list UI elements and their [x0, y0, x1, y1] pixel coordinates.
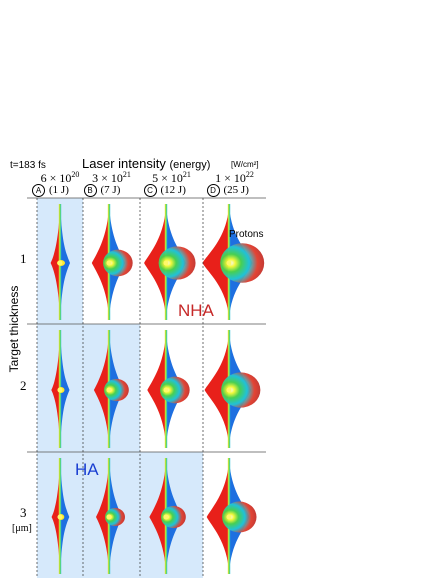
red-ion-lobe — [144, 204, 166, 320]
proton-plume — [221, 372, 261, 408]
panel-r3-c3 — [149, 458, 186, 574]
row-label-3: 3 — [20, 505, 27, 520]
proton-plume — [158, 246, 196, 280]
intensity-mantissa: 6 — [40, 171, 47, 185]
ha-label: HA — [75, 460, 99, 479]
proton-plume — [104, 378, 129, 402]
column-energy-value: (1 J) — [49, 184, 69, 197]
hot-spot — [163, 387, 169, 393]
panel-r1-c4 — [202, 204, 265, 320]
intensity-times: × 10 — [46, 171, 72, 185]
unit-label: [W/cm²] — [231, 160, 259, 169]
panel-r1-c2 — [91, 204, 133, 320]
hot-spot — [106, 260, 112, 266]
hot-spot — [163, 514, 169, 520]
panel-r2-c1 — [51, 330, 70, 448]
hot-spot — [106, 387, 112, 393]
title-paren: (energy) — [169, 159, 211, 171]
panel-r1-c3 — [144, 204, 196, 320]
red-ion-lobe — [51, 458, 60, 574]
hot-spot — [57, 514, 63, 520]
proton-plume — [103, 249, 133, 277]
red-ion-lobe — [202, 204, 229, 320]
hot-spot — [226, 514, 232, 520]
row-label-1: 1 — [20, 251, 27, 266]
red-ion-lobe — [93, 330, 109, 448]
intensity-times: × 10 — [158, 171, 183, 185]
title-main: Laser intensity — [82, 156, 166, 171]
column-energy-a: A (1 J) — [32, 184, 92, 197]
proton-plume — [222, 501, 257, 533]
column-intensity-a: 6 × 1020 — [32, 170, 88, 186]
column-energy-value: (12 J) — [160, 184, 186, 197]
intensity-exponent: 22 — [245, 170, 254, 179]
red-ion-lobe — [204, 330, 229, 448]
panel-r1-c1 — [50, 204, 70, 320]
red-ion-lobe — [51, 330, 60, 448]
hot-spot — [226, 387, 232, 393]
proton-plume — [160, 376, 190, 404]
column-letter-circle: C — [143, 184, 157, 197]
red-ion-lobe — [50, 204, 60, 320]
red-ion-lobe — [149, 458, 166, 574]
intensity-times: × 10 — [221, 171, 246, 185]
panel-r2-c2 — [93, 330, 129, 448]
red-ion-lobe — [206, 458, 229, 574]
time-label: t=183 fs — [10, 160, 46, 171]
intensity-mantissa: 1 — [215, 171, 222, 185]
proton-plume — [105, 508, 125, 526]
red-ion-lobe — [96, 458, 109, 574]
panel-r3-c2 — [96, 458, 125, 574]
column-intensity-b: 3 × 1021 — [84, 170, 140, 186]
column-energy-d: D (25 J) — [206, 184, 267, 197]
intensity-exponent: 20 — [71, 170, 80, 179]
panel-r3-c1 — [51, 458, 70, 574]
intensity-times: × 10 — [98, 171, 123, 185]
hot-spot — [57, 260, 63, 266]
hot-spot — [57, 387, 63, 393]
intensity-exponent: 21 — [122, 170, 131, 179]
red-ion-lobe — [91, 204, 109, 320]
hot-spot — [163, 260, 169, 266]
column-intensity-c: 5 × 1021 — [144, 170, 200, 186]
chart-title: Laser intensity (energy) — [82, 156, 210, 171]
column-letter-circle: D — [206, 184, 220, 197]
column-letter-circle: B — [83, 184, 97, 197]
nha-label: NHA — [178, 301, 214, 320]
hot-spot — [226, 260, 232, 266]
column-intensity-d: 1 × 1022 — [207, 170, 263, 186]
intensity-mantissa: 5 — [152, 171, 159, 185]
column-energy-value: (25 J) — [223, 184, 249, 197]
blue-ion-lobe — [60, 330, 70, 448]
intensity-exponent: 21 — [182, 170, 191, 179]
panel-r2-c4 — [204, 330, 261, 448]
hot-spot — [106, 514, 112, 520]
column-energy-value: (7 J) — [100, 184, 121, 197]
proton-plume — [220, 243, 265, 283]
row-label-2: 2 — [20, 378, 27, 393]
protons-label: Protons — [229, 229, 264, 240]
blue-ion-lobe — [60, 204, 70, 320]
column-letter-circle: A — [32, 184, 45, 197]
intensity-mantissa: 3 — [92, 171, 99, 185]
blue-ion-lobe — [60, 458, 70, 574]
red-ion-lobe — [147, 330, 166, 448]
column-energy-c: C (12 J) — [143, 184, 204, 197]
panel-r2-c3 — [147, 330, 190, 448]
column-energy-b: B (7 J) — [83, 184, 144, 197]
panel-r3-c4 — [206, 458, 257, 574]
proton-plume — [161, 505, 186, 529]
row-unit-label: [μm] — [12, 523, 32, 534]
